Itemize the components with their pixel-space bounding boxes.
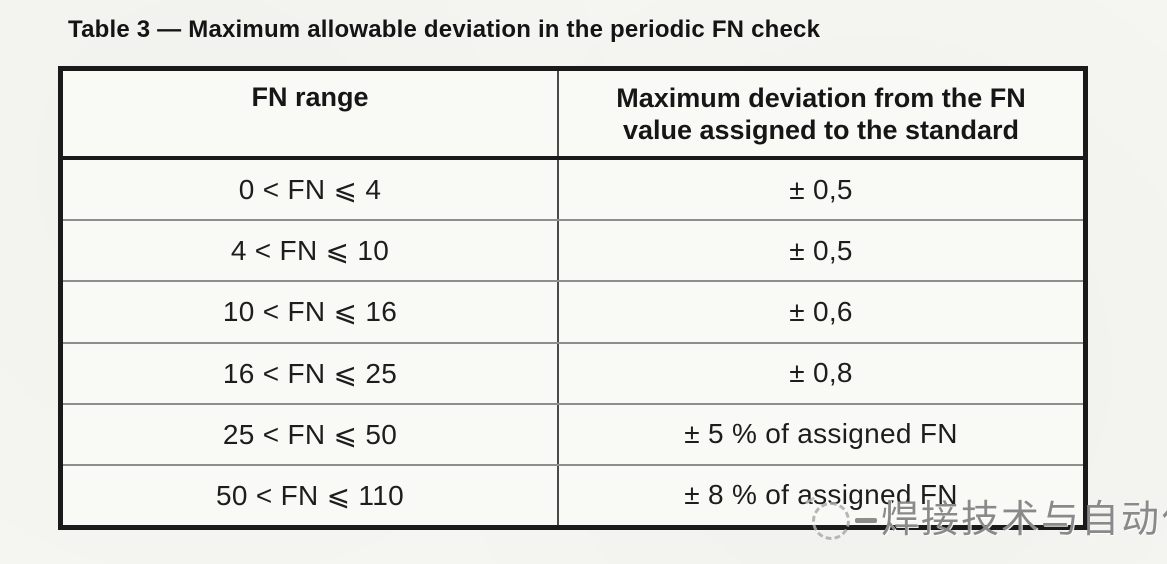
- watermark-dash-icon: [855, 518, 877, 524]
- max-deviation-cell: ± 0,6: [557, 282, 1083, 342]
- column-header-max-deviation: Maximum deviation from the FN value assi…: [557, 71, 1083, 156]
- fn-range-cell: 4 < FN ⩽ 10: [230, 235, 390, 267]
- table-row: 10 < FN ⩽ 16 ± 0,6: [63, 280, 1083, 342]
- watermark-logo-icon: [812, 501, 850, 540]
- table-body: 0 < FN ⩽ 4 ± 0,5 4 < FN ⩽ 10 ± 0,5 10 < …: [63, 160, 1083, 526]
- watermark-text: 焊接技术与自动化: [881, 499, 1167, 541]
- table-header-row: FN range Maximum deviation from the FN v…: [63, 71, 1083, 160]
- max-deviation-cell: ± 0,5: [557, 221, 1083, 281]
- table-row: 16 < FN ⩽ 25 ± 0,8: [63, 341, 1083, 403]
- table-row: 0 < FN ⩽ 4 ± 0,5: [63, 160, 1083, 220]
- table-caption: Table 3 — Maximum allowable deviation in…: [68, 16, 821, 43]
- column-header-fn-range: FN range: [251, 82, 369, 112]
- max-deviation-cell: ± 0,5: [557, 160, 1083, 220]
- max-deviation-cell: ± 5 % of assigned FN: [557, 404, 1083, 464]
- fn-range-cell: 0 < FN ⩽ 4: [238, 174, 382, 206]
- watermark: 焊接技术与自动化: [812, 499, 1167, 542]
- table-row: 4 < FN ⩽ 10 ± 0,5: [63, 219, 1083, 281]
- max-deviation-cell: ± 0,8: [557, 343, 1083, 403]
- fn-range-cell: 50 < FN ⩽ 110: [216, 479, 404, 511]
- table-row: 25 < FN ⩽ 50 ± 5 % of assigned FN: [63, 402, 1083, 464]
- fn-range-cell: 10 < FN ⩽ 16: [222, 296, 398, 328]
- fn-deviation-table: FN range Maximum deviation from the FN v…: [58, 66, 1088, 530]
- fn-range-cell: 25 < FN ⩽ 50: [222, 418, 398, 450]
- fn-range-cell: 16 < FN ⩽ 25: [222, 357, 398, 389]
- column-header-max-deviation-label: Maximum deviation from the FN value assi…: [616, 83, 1026, 146]
